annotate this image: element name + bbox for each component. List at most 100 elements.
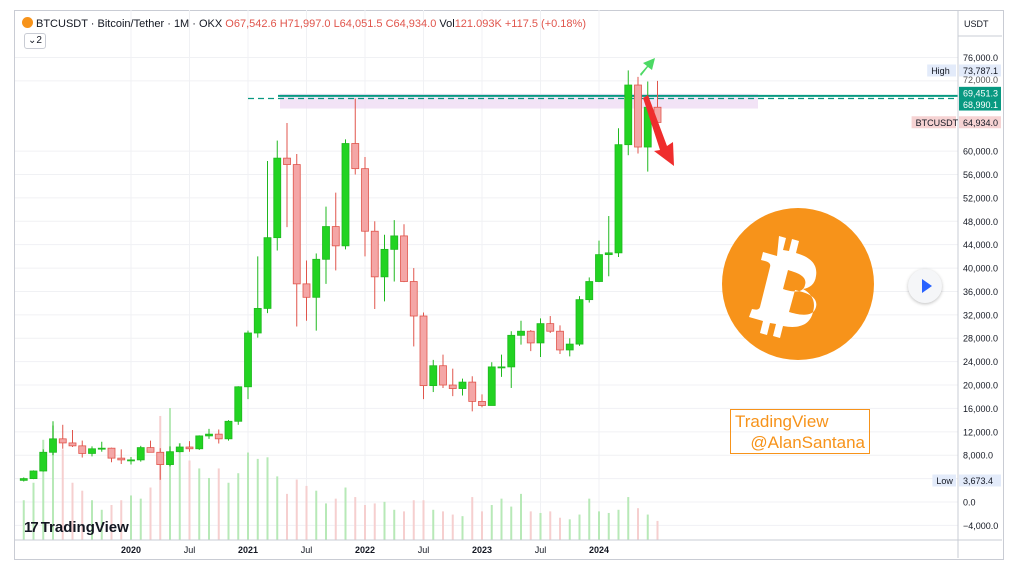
author-watermark: TradingView @AlanSantana <box>730 409 870 454</box>
candle-body <box>546 323 555 332</box>
volume-bar <box>71 482 74 540</box>
candle-body <box>351 143 360 170</box>
tradingview-logo[interactable]: 17 TradingView <box>24 519 129 536</box>
candle-body <box>29 470 38 479</box>
volume-bar <box>149 487 152 540</box>
high-value: H71,997.0 <box>279 18 331 30</box>
price-label-value: 3,673.4 <box>963 476 993 486</box>
volume-bar <box>52 425 54 540</box>
price-tick-label: 76,000.0 <box>963 53 998 63</box>
candle-body <box>214 433 223 440</box>
price-tick-label: 44,000.0 <box>963 240 998 250</box>
candle-body <box>292 164 301 285</box>
tradingview-logo-text: TradingView <box>40 519 129 536</box>
price-tick-label: 24,000.0 <box>963 357 998 367</box>
candle-body <box>302 283 311 298</box>
replay-play-button[interactable] <box>908 269 942 303</box>
price-tick-label: −4,000.0 <box>963 521 998 531</box>
candle-body <box>322 226 330 260</box>
watermark-line-2: @AlanSantana <box>750 433 865 452</box>
candle-body <box>127 459 135 462</box>
price-label-value: 69,451.3 <box>963 88 998 98</box>
candle-body <box>409 281 418 317</box>
volume-bar <box>32 482 35 540</box>
candle-body <box>439 365 447 386</box>
price-tick-label: 52,000.0 <box>963 193 998 203</box>
volume-bar <box>578 514 581 540</box>
candle-body <box>244 332 252 388</box>
price-label-value: 68,990.1 <box>963 100 998 110</box>
candle-body <box>634 84 642 148</box>
candle-body <box>234 386 243 422</box>
symbol-title: BTCUSDT · Bitcoin/Tether · 1M · OKX <box>36 18 223 30</box>
volume-bar <box>139 498 142 540</box>
candle-body <box>283 157 291 165</box>
candle-body <box>224 420 233 440</box>
volume-bar <box>325 503 327 540</box>
candle-body <box>49 438 57 453</box>
price-label-value: 64,934.0 <box>963 118 998 128</box>
volume-bar <box>598 511 600 540</box>
volume-bar <box>627 497 630 540</box>
candle-body <box>370 230 379 278</box>
candle-body <box>273 157 282 239</box>
candle-body <box>19 478 28 481</box>
volume-bar <box>169 408 171 540</box>
candle-body <box>575 299 584 345</box>
price-label-tag <box>932 474 956 487</box>
candle-body <box>585 281 594 301</box>
candle-body <box>556 330 564 351</box>
volume-bar <box>22 500 25 540</box>
volume-bar <box>188 460 191 540</box>
volume-bar <box>461 516 464 540</box>
volume-bar <box>588 498 591 540</box>
volume-bar <box>344 487 347 540</box>
candle-body <box>136 447 145 461</box>
volume-bar <box>656 520 659 540</box>
volume-bar <box>549 511 552 540</box>
price-label-badge <box>959 86 1001 99</box>
volume-bar <box>286 493 288 540</box>
volume-bar <box>393 509 396 540</box>
volume-bar <box>266 457 269 540</box>
volume-bar <box>208 477 210 540</box>
volume-bar <box>61 449 64 540</box>
candle-body <box>507 334 516 368</box>
price-label-badge <box>959 116 1001 129</box>
time-tick-label: 2020 <box>121 545 141 555</box>
volume-bar <box>91 500 93 540</box>
time-tick-label: Jul <box>184 545 196 555</box>
volume-bar <box>383 501 386 540</box>
candle-body <box>312 258 321 298</box>
price-label-badge <box>959 474 1001 487</box>
candle-body <box>39 451 48 472</box>
candle-body <box>146 447 155 453</box>
volume-bar <box>500 498 503 540</box>
candle-body <box>400 235 408 282</box>
candle-body <box>97 447 106 450</box>
price-tick-label: 0.0 <box>963 497 976 507</box>
volume-bar <box>617 509 620 540</box>
candle-body <box>78 445 87 454</box>
candle-body <box>331 226 340 247</box>
bitcoin-logo-circle <box>722 208 874 360</box>
volume-bar <box>451 514 454 540</box>
candle-body <box>478 401 486 406</box>
volume-bar <box>217 468 220 540</box>
price-tick-label: 20,000.0 <box>963 381 998 391</box>
price-tick-label: 12,000.0 <box>963 427 998 437</box>
volume-bar <box>403 511 405 540</box>
indicators-toggle-button[interactable]: ⌄2 <box>24 33 46 49</box>
volume-bar <box>227 482 230 540</box>
candle-body <box>487 366 496 406</box>
time-tick-label: 2023 <box>472 545 492 555</box>
price-label-value: 73,787.1 <box>963 66 998 76</box>
watermark-line-1: TradingView <box>735 412 829 431</box>
symbol-legend[interactable]: BTCUSDT · Bitcoin/Tether · 1M · OKX O67,… <box>22 17 586 30</box>
candle-body <box>448 384 457 389</box>
candle-body <box>614 144 623 254</box>
tradingview-logo-icon: 17 <box>24 519 39 536</box>
time-tick-label: Jul <box>301 545 313 555</box>
volume-label: Vol <box>439 18 455 30</box>
